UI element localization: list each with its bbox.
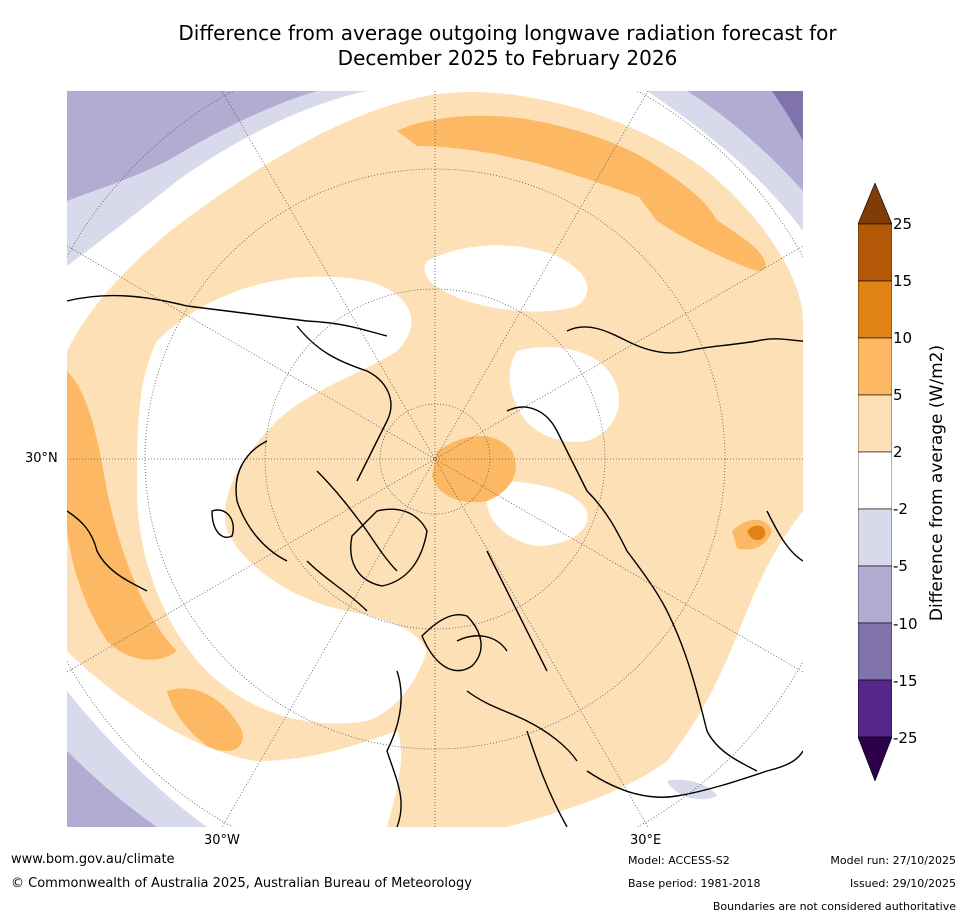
anomaly-neutral-interior [137,276,427,724]
anomaly-orange-mid-northeast [627,181,766,271]
footer-issued: Issued: 29/10/2025 [849,877,956,890]
footer-model-run: Model run: 27/10/2025 [830,854,956,867]
lat-label-30n: 30°N [25,451,58,466]
colorbar-tick-25: 25 [893,215,913,233]
colorbar-tick-minus25: -25 [893,729,918,747]
colorbar-tick-minus15: -15 [893,672,918,690]
anomaly-purple-mid-nw [67,91,317,201]
anomaly-neutral-north [424,245,588,312]
coastlines [67,294,803,827]
colorbar [858,183,892,781]
footer-url[interactable]: www.bom.gov.au/climate [11,852,175,867]
colorbar-tick-minus2: -2 [893,500,908,518]
chart-title: Difference from average outgoing longwav… [60,21,955,71]
title-line-1: Difference from average outgoing longwav… [178,21,837,45]
colorbar-tick-2: 2 [893,443,903,461]
colorbar-segment-minus2-minus5 [858,508,892,567]
lon-label-30e: 30°E [630,833,662,848]
title-line-2: December 2025 to February 2026 [337,46,678,70]
colorbar-segment-minus10-minus15 [858,622,892,681]
colorbar-tick-5: 5 [893,386,903,404]
anomaly-purple-mid-ne [687,91,803,191]
anomaly-neutral-arctic [487,481,588,546]
footer-disclaimer: Boundaries are not considered authoritat… [712,900,956,913]
colorbar-tick-15: 15 [893,272,913,290]
colorbar-segment-15-25 [858,223,892,282]
footer-copyright: © Commonwealth of Australia 2025, Austra… [11,876,472,891]
colorbar-segment-minus15-minus25 [858,679,892,738]
anomaly-purple-light-se [667,779,717,800]
colorbar-tick-10: 10 [893,329,913,347]
colorbar-tick-minus10: -10 [893,615,918,633]
colorbar-title: Difference from average (W/m2) [927,344,947,622]
colorbar-segment-2-5 [858,394,892,453]
graticule [67,91,803,827]
anomaly-orange-mid-pacific [67,371,177,660]
anomaly-orange-mid-atlantic [167,688,243,751]
colorbar-segment-10-15 [858,280,892,339]
colorbar-segment-neutral [858,451,892,510]
footer-base-period: Base period: 1981-2018 [628,877,761,890]
colorbar-under-arrow [858,736,892,781]
anomaly-neutral-east [509,347,619,442]
colorbar-over-arrow [858,183,892,225]
footer-model: Model: ACCESS-S2 [628,854,730,867]
anomaly-purple-mid-sw [67,751,157,827]
colorbar-segment-minus5-minus10 [858,565,892,624]
colorbar-tick-minus5: -5 [893,557,908,575]
anomaly-orange-dark-asia [747,525,766,541]
anomaly-orange-mid-pole [432,436,516,503]
colorbar-segment-5-10 [858,337,892,396]
anomaly-purple-dark-ne [772,91,803,141]
polar-map [67,91,803,827]
anomaly-orange-mid-north [397,115,717,222]
lon-label-30w: 30°W [204,833,240,848]
